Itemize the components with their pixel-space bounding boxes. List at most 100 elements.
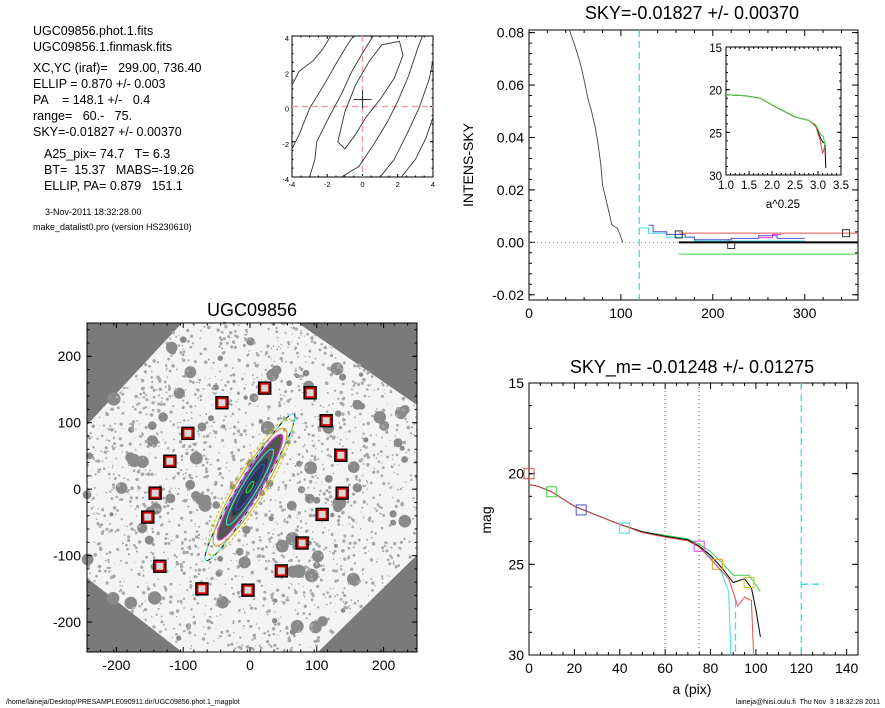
noise-blob (313, 459, 316, 461)
noise-blob (97, 564, 102, 569)
noise-blob (307, 486, 310, 489)
noise-blob (146, 444, 150, 449)
noise-blob (152, 388, 156, 392)
noise-blob (263, 632, 267, 635)
noise-blob (227, 643, 230, 647)
noise-blob (370, 481, 373, 485)
noise-blob (126, 538, 131, 543)
noise-blob (167, 538, 169, 540)
noise-blob (372, 442, 376, 447)
y-tick-label: 0.02 (497, 182, 524, 198)
noise-blob (381, 575, 384, 578)
noise-blob (242, 627, 244, 629)
noise-blob (123, 534, 126, 536)
noise-blob (290, 326, 293, 329)
isophote-ellipse (216, 433, 284, 541)
noise-blob (251, 383, 254, 386)
noise-blob (280, 348, 282, 350)
noise-blob (252, 503, 255, 505)
noise-blob (249, 606, 254, 610)
noise-blob (308, 349, 312, 353)
noise-blob (96, 542, 101, 546)
sky-box (181, 426, 195, 441)
sky-box-pixels (322, 417, 330, 425)
noise-blob (212, 429, 215, 432)
noise-blob (169, 337, 172, 340)
noise-blob (137, 574, 139, 576)
noise-blob (220, 631, 224, 634)
noise-blob (140, 378, 145, 383)
noise-blob (185, 412, 188, 414)
noise-blob (267, 531, 270, 535)
mag-marker-square (743, 576, 755, 588)
noise-blob (342, 524, 344, 526)
noise-blob (280, 414, 282, 416)
noise-blob (253, 396, 258, 400)
noise-blob (123, 401, 125, 403)
noise-blob (143, 370, 147, 374)
noise-blob (199, 398, 202, 402)
noise-blob (196, 381, 198, 384)
noise-blob (317, 415, 320, 418)
noise-blob (193, 442, 197, 447)
noise-blob (304, 461, 317, 475)
noise-blob (324, 381, 329, 386)
noise-blob (296, 612, 300, 616)
noise-blob (283, 403, 285, 405)
noise-blob (276, 588, 280, 592)
noise-blob (128, 442, 132, 446)
noise-blob (230, 345, 234, 349)
noise-blob (215, 603, 219, 607)
noise-blob (123, 580, 126, 582)
noise-blob (258, 627, 261, 630)
noise-blob (277, 488, 280, 491)
noise-blob (414, 509, 416, 511)
image-noise (81, 321, 418, 652)
noise-blob (86, 452, 93, 460)
noise-blob (129, 548, 131, 550)
noise-blob (132, 469, 136, 472)
noise-blob (273, 360, 276, 363)
noise-blob (139, 443, 142, 446)
noise-blob (237, 398, 240, 400)
x-tick-label: 3.0 (810, 180, 826, 192)
noise-blob (325, 489, 329, 492)
noise-blob (376, 408, 378, 410)
noise-blob (406, 425, 411, 430)
noise-blob (289, 458, 292, 461)
noise-blob (229, 427, 231, 429)
noise-blob (329, 602, 332, 604)
sky-box (295, 536, 309, 550)
noise-blob (309, 508, 311, 510)
noise-blob (164, 587, 168, 591)
noise-blob (259, 538, 262, 542)
noise-blob (313, 487, 316, 490)
noise-blob (223, 337, 226, 341)
noise-blob (366, 482, 369, 484)
noise-blob (297, 629, 301, 633)
noise-blob (204, 457, 208, 461)
noise-blob (357, 538, 361, 542)
noise-blob (218, 474, 220, 476)
noise-blob (363, 546, 366, 550)
noise-blob (106, 566, 110, 570)
noise-blob (158, 378, 162, 382)
noise-blob (186, 328, 190, 333)
noise-blob (298, 643, 301, 646)
y-tick-label: 0.08 (497, 25, 524, 41)
noise-blob (321, 520, 323, 523)
noise-blob (237, 448, 241, 452)
sky-step-line (639, 227, 805, 242)
noise-blob (290, 389, 294, 393)
noise-blob (187, 488, 190, 492)
sky-box (335, 486, 349, 500)
noise-blob (386, 402, 388, 404)
noise-blob (383, 544, 386, 548)
x-tick-label: -100 (169, 657, 197, 673)
noise-blob (313, 639, 317, 644)
noise-blob (121, 451, 123, 453)
noise-blob (168, 490, 172, 493)
noise-blob (128, 464, 130, 467)
